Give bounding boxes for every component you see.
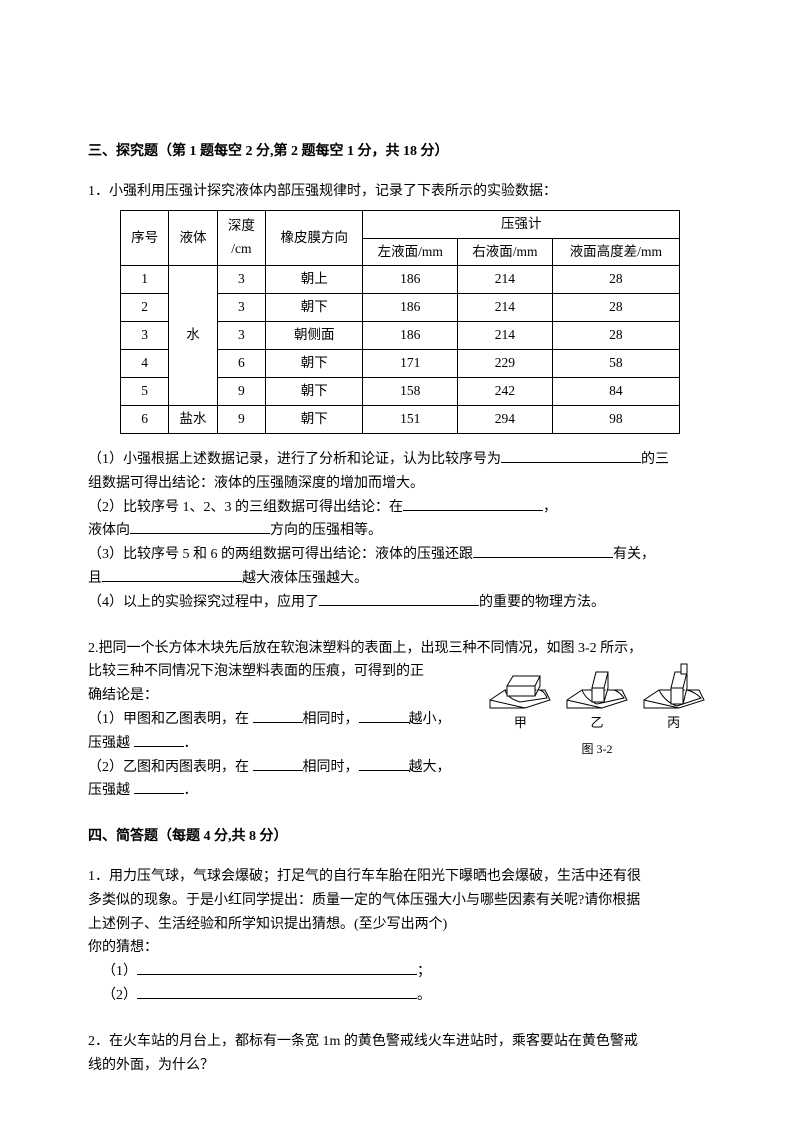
cell-salt: 盐水 — [169, 406, 217, 434]
blank — [359, 757, 409, 771]
fig-label-b: 乙 — [590, 712, 603, 734]
q2: 2.把同一个长方体木块先后放在软泡沫塑料的表面上，出现三种不同情况，如图 3-2… — [88, 637, 712, 804]
q1-p3b: 且越大液体压强越大。 — [88, 567, 712, 591]
fig-jia-icon — [485, 660, 555, 710]
q1-p1c: 组数据可得出结论：液体的压强随深度的增加而增大。 — [88, 472, 712, 496]
s4q1-l2: 多类似的现象。于是小红同学提出：质量一定的气体压强大小与哪些因素有关呢?请你根据 — [88, 889, 712, 913]
th-num: 序号 — [121, 210, 169, 266]
table-row: 1 水 3 朝上 186 214 28 — [121, 266, 680, 294]
blank — [319, 592, 479, 606]
fig-bing-icon — [639, 660, 709, 710]
blank — [102, 568, 242, 582]
section4-title: 四、简答题（每题 4 分,共 8 分） — [88, 825, 712, 849]
q2-l1: 2.把同一个长方体木块先后放在软泡沫塑料的表面上，出现三种不同情况，如图 3-2… — [88, 637, 712, 661]
blank — [134, 780, 184, 794]
blank — [359, 709, 409, 723]
figure-3-2: 甲 乙 丙 图 3-2 — [482, 660, 712, 758]
q1-p2b: 液体向方向的压强相等。 — [88, 519, 712, 543]
fig-label-c: 丙 — [667, 712, 680, 734]
th-left: 左液面/mm — [363, 238, 458, 266]
q1: 1．小强利用压强计探究液体内部压强规律时，记录了下表所示的实验数据： 序号 液体… — [88, 180, 712, 615]
blank — [473, 544, 613, 558]
s4-q2: 2．在火车站的月台上，都标有一条宽 1m 的黄色警戒线火车进站时，乘客要站在黄色… — [88, 1030, 712, 1078]
q1-p1: （1）小强根据上述数据记录，进行了分析和论证，认为比较序号为的三 — [88, 448, 712, 472]
q1-p2: （2）比较序号 1、2、3 的三组数据可得出结论：在， — [88, 496, 712, 520]
data-table: 序号 液体 深度/cm 橡皮膜方向 压强计 左液面/mm 右液面/mm 液面高度… — [120, 210, 680, 435]
table-row: 6 盐水 9 朝下 151 294 98 — [121, 406, 680, 434]
s4-q1: 1．用力压气球，气球会爆破；打足气的自行车车胎在阳光下曝晒也会爆破，生活中还有很… — [88, 865, 712, 1008]
th-liquid: 液体 — [169, 210, 217, 266]
blank — [137, 985, 417, 999]
q2-l6: （2）乙图和丙图表明，在 相同时，越大， — [88, 756, 712, 780]
fig-caption: 图 3-2 — [482, 739, 712, 759]
section3-title: 三、探究题（第 1 题每空 2 分,第 2 题每空 1 分，共 18 分） — [88, 140, 712, 164]
s4q1-l1: 1．用力压气球，气球会爆破；打足气的自行车车胎在阳光下曝晒也会爆破，生活中还有很 — [88, 865, 712, 889]
blank — [134, 733, 184, 747]
blank — [501, 449, 641, 463]
s4q2-l1: 2．在火车站的月台上，都标有一条宽 1m 的黄色警戒线火车进站时，乘客要站在黄色… — [88, 1030, 712, 1054]
th-depth: 深度/cm — [217, 210, 265, 266]
cell-water: 水 — [169, 266, 217, 406]
fig-yi-icon — [562, 660, 632, 710]
q1-p3: （3）比较序号 5 和 6 的两组数据可得出结论：液体的压强还跟有关， — [88, 543, 712, 567]
s4q1-l4: 你的猜想： — [88, 936, 712, 960]
th-diff: 液面高度差/mm — [552, 238, 679, 266]
blank — [130, 520, 270, 534]
blank — [137, 961, 417, 975]
th-right: 右液面/mm — [458, 238, 553, 266]
th-gauge: 压强计 — [363, 210, 680, 238]
blank — [253, 709, 303, 723]
hypo2: （2）。 — [102, 984, 712, 1008]
s4q1-l3: 上述例子、生活经验和所学知识提出猜想。(至少写出两个) — [88, 913, 712, 937]
q1-intro: 1．小强利用压强计探究液体内部压强规律时，记录了下表所示的实验数据： — [88, 180, 712, 204]
q1-p4: （4）以上的实验探究过程中，应用了的重要的物理方法。 — [88, 591, 712, 615]
blank — [403, 497, 543, 511]
hypo1: （1）； — [102, 960, 712, 984]
fig-label-a: 甲 — [514, 712, 527, 734]
q2-l7: 压强越 ． — [88, 779, 712, 803]
blank — [253, 757, 303, 771]
s4q2-l2: 线的外面，为什么？ — [88, 1054, 712, 1078]
th-direction: 橡皮膜方向 — [266, 210, 363, 266]
